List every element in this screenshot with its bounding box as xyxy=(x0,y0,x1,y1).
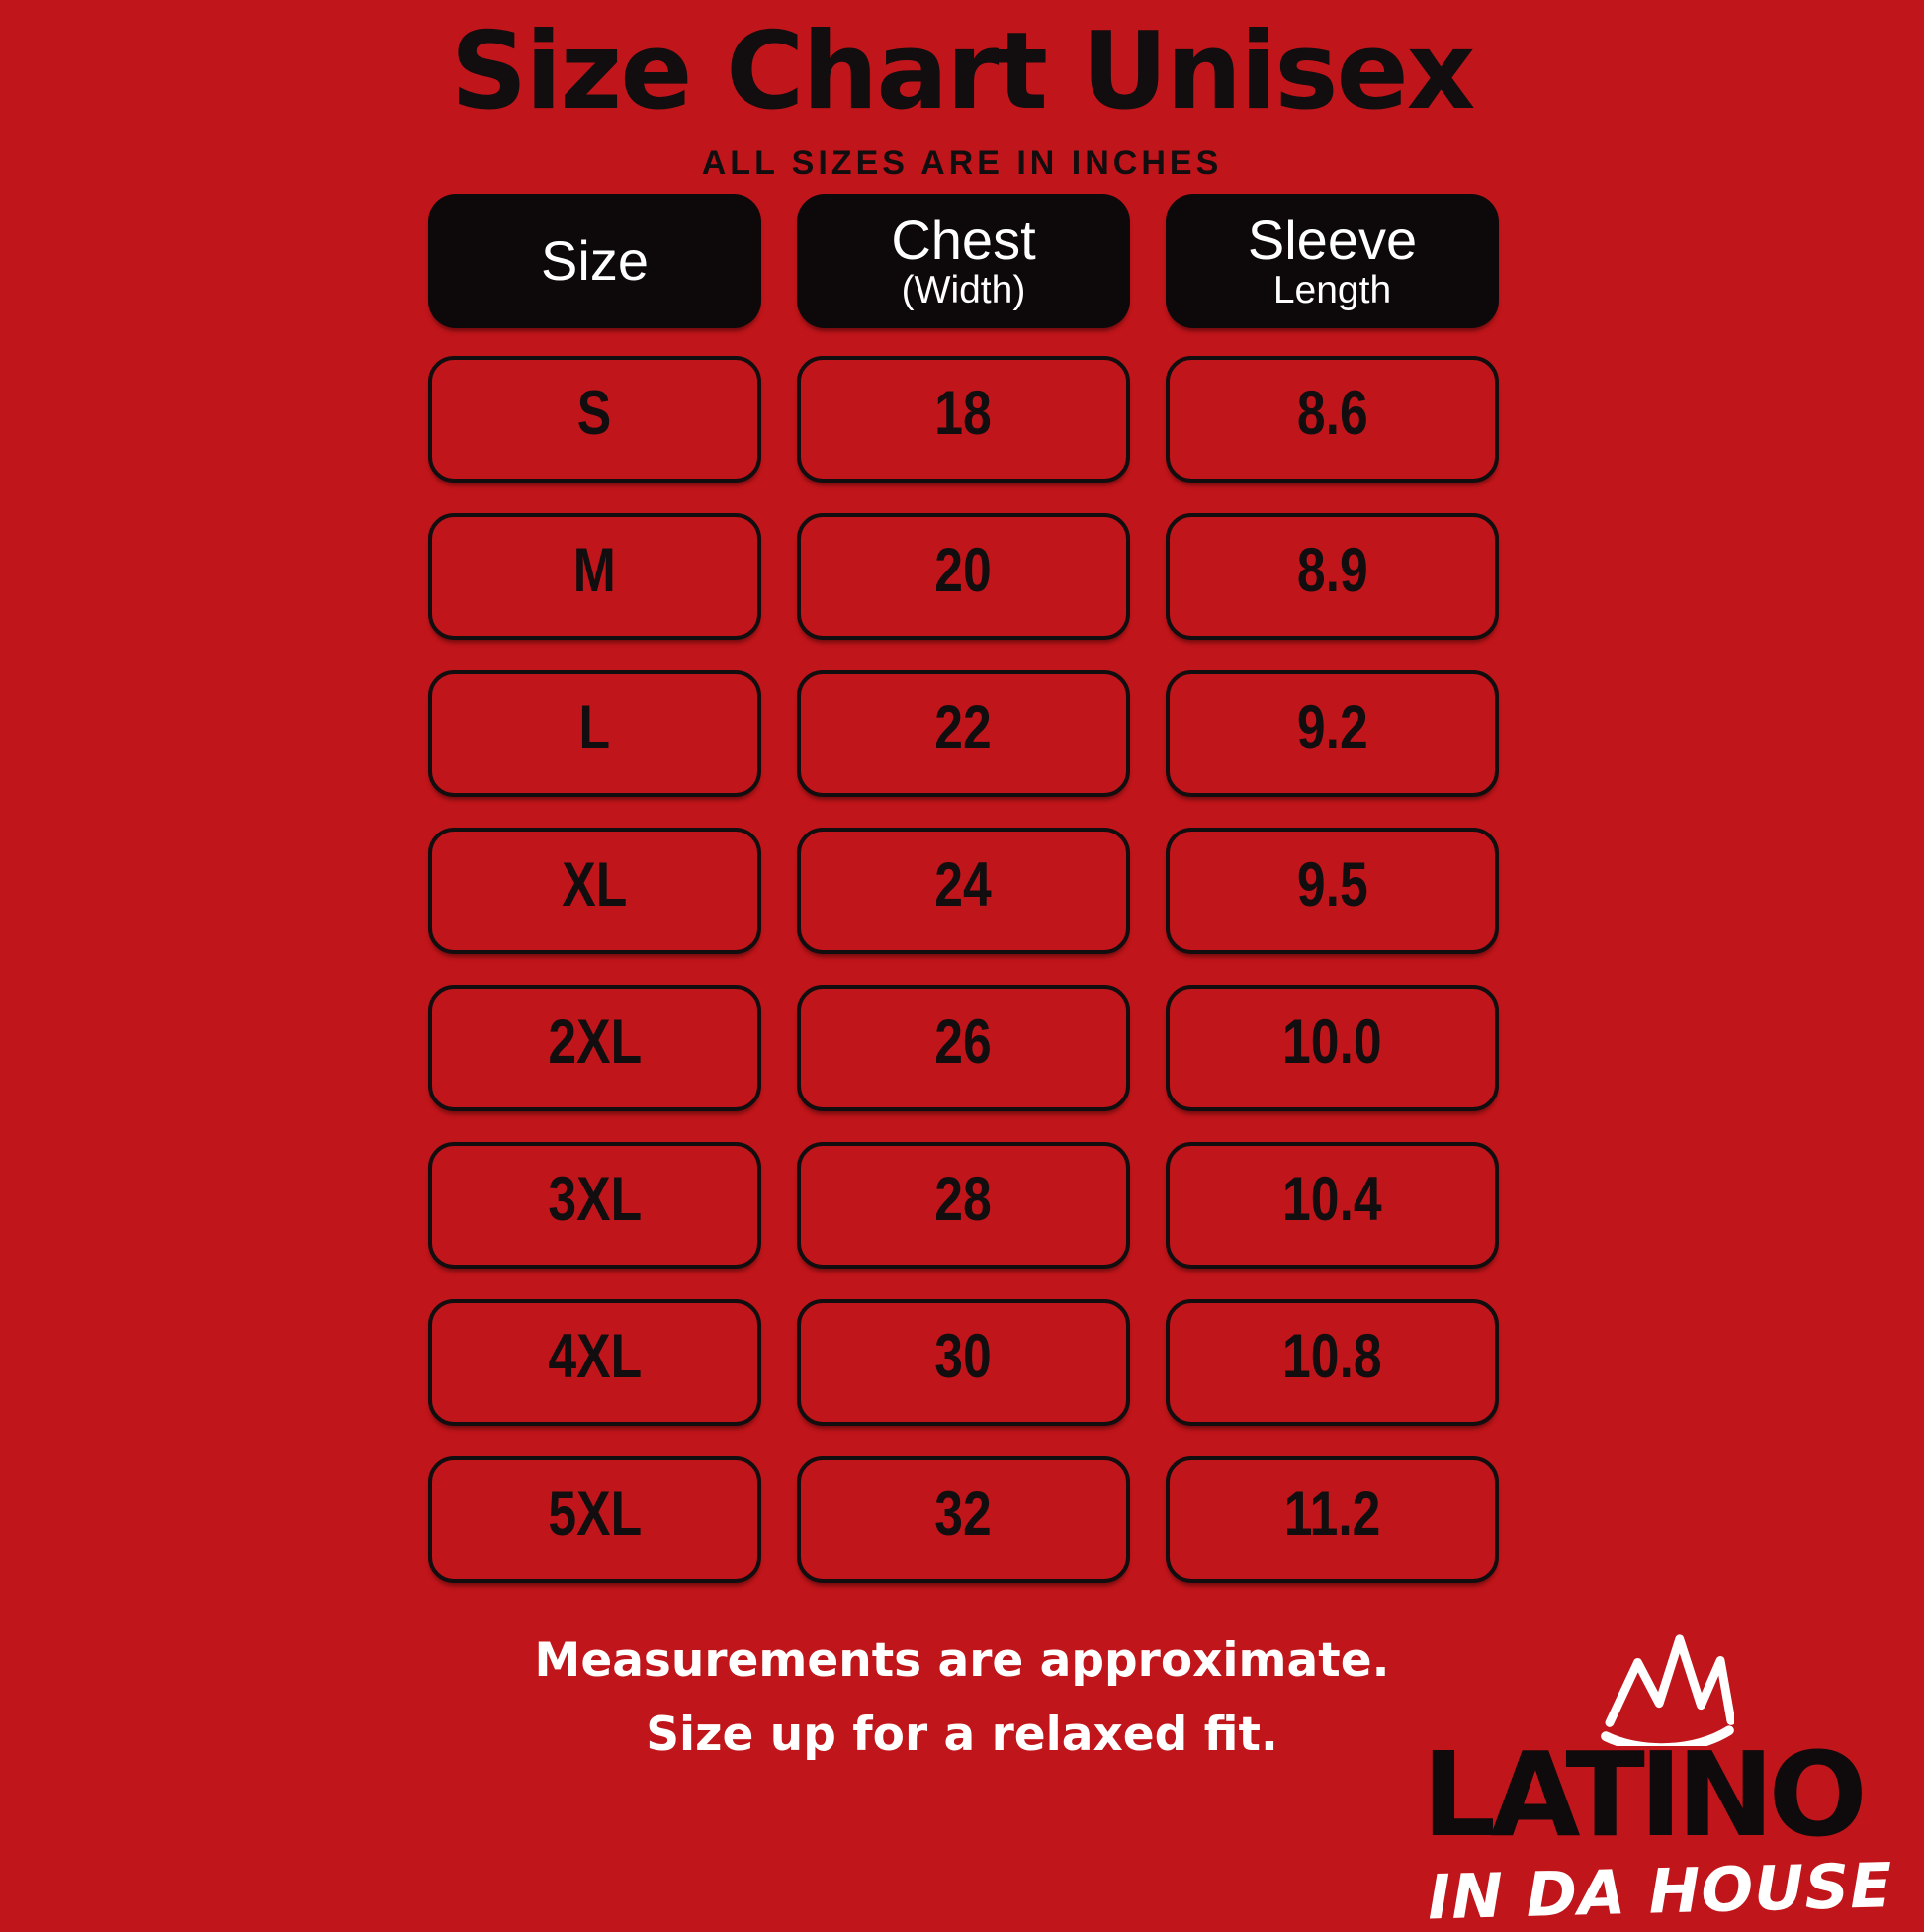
sleeve-value: 8.6 xyxy=(1296,379,1368,448)
chest-value: 26 xyxy=(934,1008,993,1077)
chest-value: 32 xyxy=(934,1479,993,1548)
logo-wordmark: LATINO xyxy=(1422,1726,1868,1863)
sleeve-cell: 10.8 xyxy=(1166,1299,1499,1426)
column-header-sublabel: (Width) xyxy=(901,268,1026,311)
note-line-1: Measurements are approximate. xyxy=(534,1633,1390,1688)
size-rows: S 18 8.6 M 20 8.9 xyxy=(428,356,1499,1583)
chest-cell: 18 xyxy=(797,356,1130,483)
sleeve-value: 11.2 xyxy=(1283,1479,1381,1548)
sleeve-cell: 9.2 xyxy=(1166,670,1499,797)
header-cell-chest: Chest (Width) xyxy=(797,194,1130,328)
chest-cell: 32 xyxy=(797,1456,1130,1583)
size-table: Size Chest (Width) Sleeve Length S 18 8.6 xyxy=(428,194,1499,1583)
table-row: S 18 8.6 xyxy=(428,356,1499,483)
chest-cell: 24 xyxy=(797,828,1130,954)
header-cell-sleeve: Sleeve Length xyxy=(1166,194,1499,328)
sleeve-value: 10.8 xyxy=(1282,1322,1382,1391)
sleeve-value: 10.4 xyxy=(1282,1165,1382,1234)
size-value: L xyxy=(578,693,611,762)
logo-tagline: IN DA HOUSE xyxy=(1427,1849,1894,1932)
sleeve-value: 9.5 xyxy=(1296,850,1368,920)
column-header-label: Chest xyxy=(891,209,1036,272)
size-value: 3XL xyxy=(548,1165,642,1234)
column-header-label: Sleeve xyxy=(1247,209,1418,272)
size-cell: S xyxy=(428,356,761,483)
size-cell: 4XL xyxy=(428,1299,761,1426)
size-cell: 3XL xyxy=(428,1142,761,1269)
size-value: 4XL xyxy=(548,1322,642,1391)
sleeve-cell: 8.9 xyxy=(1166,513,1499,640)
table-row: XL 24 9.5 xyxy=(428,828,1499,954)
chest-value: 20 xyxy=(934,536,993,605)
chest-value: 18 xyxy=(934,379,993,448)
size-cell: XL xyxy=(428,828,761,954)
sleeve-value: 10.0 xyxy=(1282,1008,1382,1077)
measurement-note: Measurements are approximate. Size up fo… xyxy=(0,1624,1924,1772)
chest-value: 28 xyxy=(934,1165,993,1234)
chest-cell: 20 xyxy=(797,513,1130,640)
table-row: 4XL 30 10.8 xyxy=(428,1299,1499,1426)
sleeve-value: 9.2 xyxy=(1296,693,1368,762)
chest-cell: 28 xyxy=(797,1142,1130,1269)
sleeve-cell: 11.2 xyxy=(1166,1456,1499,1583)
column-header-label: Size xyxy=(541,228,649,292)
size-value: XL xyxy=(562,850,628,920)
table-row: 3XL 28 10.4 xyxy=(428,1142,1499,1269)
sleeve-cell: 8.6 xyxy=(1166,356,1499,483)
table-row: 5XL 32 11.2 xyxy=(428,1456,1499,1583)
sleeve-cell: 9.5 xyxy=(1166,828,1499,954)
crown-icon xyxy=(1601,1634,1734,1746)
size-cell: M xyxy=(428,513,761,640)
page-title: Size Chart Unisex xyxy=(450,10,1476,133)
table-header-row: Size Chest (Width) Sleeve Length xyxy=(428,194,1499,328)
note-line-2: Size up for a relaxed fit. xyxy=(646,1708,1278,1763)
size-value: S xyxy=(577,379,612,448)
table-row: M 20 8.9 xyxy=(428,513,1499,640)
table-row: 2XL 26 10.0 xyxy=(428,985,1499,1111)
sleeve-cell: 10.0 xyxy=(1166,985,1499,1111)
table-row: L 22 9.2 xyxy=(428,670,1499,797)
size-value: 2XL xyxy=(548,1008,642,1077)
page-subtitle: ALL SIZES ARE IN INCHES xyxy=(701,144,1223,182)
chest-value: 24 xyxy=(934,850,993,920)
size-cell: L xyxy=(428,670,761,797)
sleeve-value: 8.9 xyxy=(1296,536,1368,605)
chest-cell: 26 xyxy=(797,985,1130,1111)
header-cell-size: Size xyxy=(428,194,761,328)
chest-value: 22 xyxy=(934,693,993,762)
chest-value: 30 xyxy=(934,1322,993,1391)
size-cell: 5XL xyxy=(428,1456,761,1583)
size-cell: 2XL xyxy=(428,985,761,1111)
chest-cell: 22 xyxy=(797,670,1130,797)
sleeve-cell: 10.4 xyxy=(1166,1142,1499,1269)
size-value: M xyxy=(572,536,617,605)
chest-cell: 30 xyxy=(797,1299,1130,1426)
column-header-sublabel: Length xyxy=(1272,268,1392,311)
size-value: 5XL xyxy=(548,1479,642,1548)
